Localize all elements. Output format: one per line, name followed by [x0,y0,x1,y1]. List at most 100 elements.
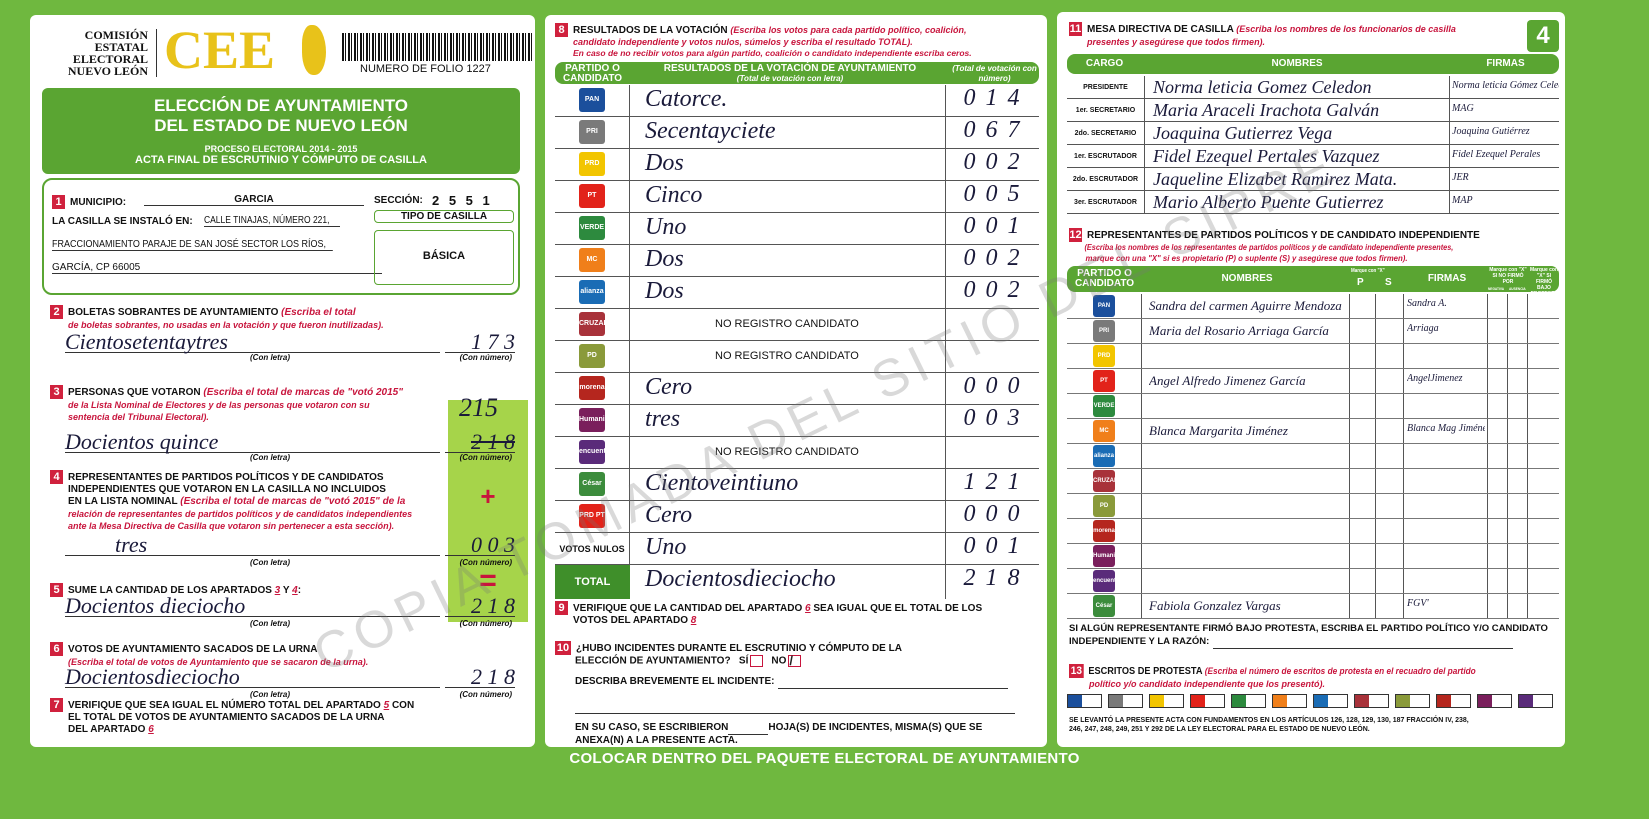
column-divider [1527,519,1528,543]
suplente-checkbox[interactable] [1376,444,1403,468]
section-number: 12 [1069,228,1082,242]
propietario-checkbox[interactable] [1350,419,1375,443]
con-numero-label: (Con número) [459,453,512,462]
votos-numero: 0 0 0 [945,373,1039,405]
propietario-checkbox[interactable] [1350,469,1375,493]
no-registro-label: NO REGISTRO CANDIDATO [715,318,859,330]
protesta-box[interactable] [1108,694,1143,708]
column-divider [1507,344,1508,368]
section-number: 7 [50,698,63,712]
suplente-checkbox[interactable] [1376,319,1403,343]
propietario-checkbox[interactable] [1350,344,1375,368]
protesta-box[interactable] [1395,694,1430,708]
ref-4: 4 [292,585,298,596]
suplente-checkbox[interactable] [1376,494,1403,518]
column-divider [1403,494,1404,518]
protesta-box[interactable] [1067,694,1102,708]
no-checkbox-checked[interactable]: / [788,654,802,667]
results-row: PRD PT Cero 0 0 0 [555,501,1039,533]
column-divider [1349,444,1350,468]
column-divider [1349,419,1350,443]
section-title: REPRESENTANTES DE PARTIDOS POLÍTICOS Y D… [68,472,384,483]
section-title: RESULTADOS DE LA VOTACIÓN [573,25,728,36]
municipio-label: MUNICIPIO: [70,197,127,208]
section-number: 10 [555,641,571,655]
suplente-checkbox[interactable] [1376,544,1403,568]
section-note: (Escriba el total de marcas de "votó 201… [203,387,403,398]
column-divider [1527,394,1528,418]
party-cell: PAN [1067,294,1142,318]
section-number: 5 [50,583,63,597]
protesta-box[interactable] [1518,694,1553,708]
column-divider [1487,419,1488,443]
representante-row: morena [1067,519,1559,544]
results-row: encuentro NO REGISTRO CANDIDATO [555,437,1039,469]
propietario-checkbox[interactable] [1350,594,1375,618]
page-number: 4 [1527,20,1559,52]
suplente-checkbox[interactable] [1376,519,1403,543]
suplente-checkbox[interactable] [1376,419,1403,443]
column-divider [1487,319,1488,343]
col-ps: Marque con "X" [1351,268,1385,274]
protesta-box[interactable] [1231,694,1266,708]
protesta-box[interactable] [1272,694,1307,708]
votos-letra: Secentayciete [645,118,776,144]
propietario-checkbox[interactable] [1350,569,1375,593]
representante-nombre: Angel Alfredo Jimenez García [1149,373,1306,388]
right-panel: 4 11 MESA DIRECTIVA DE CASILLA (Escriba l… [1057,12,1565,747]
party-logo-icon: PRD [1093,345,1115,367]
propietario-checkbox[interactable] [1350,544,1375,568]
column-divider [1349,594,1350,618]
si-checkbox[interactable] [750,655,764,667]
results-row: morena Cero 0 0 0 [555,373,1039,405]
propietario-checkbox[interactable] [1350,369,1375,393]
column-divider [1527,344,1528,368]
protesta-box[interactable] [1354,694,1389,708]
party-cell: encuentro [1067,569,1142,593]
representante-nombre: Sandra del carmen Aguirre Mendoza [1149,298,1342,313]
column-divider [1403,294,1404,318]
section-7: 7 VERIFIQUE QUE SEA IGUAL EL NÚMERO TOTAL… [50,698,520,738]
propietario-checkbox[interactable] [1350,294,1375,318]
protesta-box[interactable] [1436,694,1471,708]
ref-6: 6 [148,724,154,735]
protesta-label: INDEPENDIENTE Y LA RAZÓN: [1069,636,1210,647]
section-number: 1 [52,195,65,209]
propietario-checkbox[interactable] [1350,519,1375,543]
suplente-checkbox[interactable] [1376,569,1403,593]
hojas-input[interactable] [728,722,769,735]
describe-input-line[interactable] [575,701,1015,714]
propietario-checkbox[interactable] [1350,444,1375,468]
section-9: 9 VERIFIQUE QUE LA CANTIDAD DEL APARTADO … [555,601,1039,627]
mesa-row: PRESIDENTE Norma leticia Gomez Celedon Nor… [1067,76,1559,99]
section-title: DEL APARTADO [68,724,146,735]
propietario-checkbox[interactable] [1350,394,1375,418]
propietario-checkbox[interactable] [1350,319,1375,343]
suplente-checkbox[interactable] [1376,344,1403,368]
column-divider [1487,594,1488,618]
suplente-checkbox[interactable] [1376,594,1403,618]
section-note: presentes y asegúrese que todos firmen). [1087,37,1266,47]
party-cell: PRD PT [555,501,630,533]
suplente-checkbox[interactable] [1376,294,1403,318]
section-note: de boletas sobrantes, no usadas en la vo… [68,320,384,330]
boletas-letra: Cientosetentaytres [65,329,440,354]
protesta-box[interactable] [1190,694,1225,708]
propietario-checkbox[interactable] [1350,494,1375,518]
party-logo-icon: César Valdés [1093,595,1115,617]
column-divider [1487,394,1488,418]
suplente-checkbox[interactable] [1376,394,1403,418]
protesta-input[interactable] [1213,635,1514,649]
protesta-box[interactable] [1149,694,1184,708]
party-logo-icon: morena [579,376,605,400]
col-resultados-sub: (Total de votación con letra) [736,74,844,83]
funcionario-nombre: Norma leticia Gomez Celedon [1153,77,1372,97]
suplente-checkbox[interactable] [1376,469,1403,493]
protesta-box[interactable] [1313,694,1348,708]
section-number: 13 [1069,664,1084,678]
party-logo-icon: PD [579,344,605,368]
describe-input[interactable] [778,676,1009,689]
suplente-checkbox[interactable] [1376,369,1403,393]
col-firmas: FIRMAS [1427,273,1467,284]
protesta-box[interactable] [1477,694,1512,708]
